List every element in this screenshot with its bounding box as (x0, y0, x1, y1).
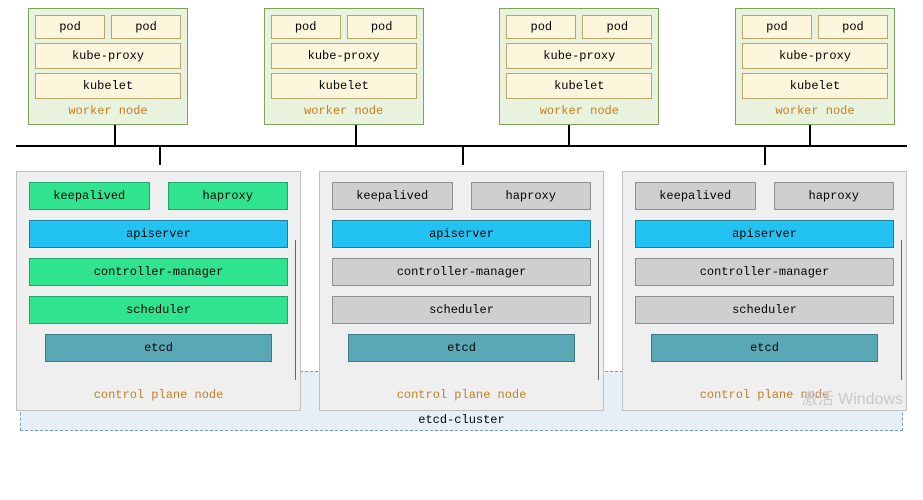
kube-proxy-box: kube-proxy (506, 43, 652, 69)
apiserver-etcd-connector (295, 240, 296, 380)
worker-connector (114, 125, 116, 145)
connector-bus (16, 125, 907, 165)
kubelet-box: kubelet (271, 73, 417, 99)
apiserver-box: apiserver (635, 220, 894, 248)
control-plane-row: etcd-cluster keepalived haproxy apiserve… (8, 171, 915, 411)
cp-connector (764, 145, 766, 165)
etcd-cluster-label: etcd-cluster (21, 413, 902, 427)
kube-proxy-box: kube-proxy (742, 43, 888, 69)
keepalived-box: keepalived (332, 182, 453, 210)
kube-proxy-box: kube-proxy (35, 43, 181, 69)
pod-box: pod (271, 15, 341, 39)
haproxy-box: haproxy (774, 182, 895, 210)
apiserver-box: apiserver (332, 220, 591, 248)
controller-manager-box: controller-manager (635, 258, 894, 286)
control-plane-node: keepalived haproxy apiserver controller-… (622, 171, 907, 411)
controller-manager-box: controller-manager (332, 258, 591, 286)
pod-box: pod (742, 15, 812, 39)
etcd-box: etcd (45, 334, 272, 362)
apiserver-box: apiserver (29, 220, 288, 248)
haproxy-box: haproxy (168, 182, 289, 210)
apiserver-etcd-connector (901, 240, 902, 380)
pod-box: pod (506, 15, 576, 39)
worker-node: pod pod kube-proxy kubelet worker node (735, 8, 895, 125)
worker-node-label: worker node (742, 104, 888, 118)
keepalived-box: keepalived (29, 182, 150, 210)
worker-connector (809, 125, 811, 145)
pod-box: pod (582, 15, 652, 39)
scheduler-box: scheduler (332, 296, 591, 324)
pod-box: pod (35, 15, 105, 39)
worker-node-label: worker node (506, 104, 652, 118)
kubelet-box: kubelet (506, 73, 652, 99)
apiserver-etcd-connector (598, 240, 599, 380)
haproxy-box: haproxy (471, 182, 592, 210)
kube-proxy-box: kube-proxy (271, 43, 417, 69)
pod-box: pod (818, 15, 888, 39)
cp-connector (159, 145, 161, 165)
worker-node-label: worker node (35, 104, 181, 118)
worker-row: pod pod kube-proxy kubelet worker node p… (8, 8, 915, 125)
control-plane-node: keepalived haproxy apiserver controller-… (16, 171, 301, 411)
etcd-box: etcd (651, 334, 878, 362)
pod-box: pod (111, 15, 181, 39)
etcd-box: etcd (348, 334, 575, 362)
worker-connector (355, 125, 357, 145)
kubelet-box: kubelet (742, 73, 888, 99)
worker-node: pod pod kube-proxy kubelet worker node (499, 8, 659, 125)
pod-box: pod (347, 15, 417, 39)
keepalived-box: keepalived (635, 182, 756, 210)
worker-node: pod pod kube-proxy kubelet worker node (264, 8, 424, 125)
worker-connector (568, 125, 570, 145)
control-plane-label: control plane node (332, 388, 591, 406)
worker-node: pod pod kube-proxy kubelet worker node (28, 8, 188, 125)
scheduler-box: scheduler (29, 296, 288, 324)
control-plane-node: keepalived haproxy apiserver controller-… (319, 171, 604, 411)
cp-connector (462, 145, 464, 165)
scheduler-box: scheduler (635, 296, 894, 324)
control-plane-label: control plane node (29, 388, 288, 406)
worker-node-label: worker node (271, 104, 417, 118)
controller-manager-box: controller-manager (29, 258, 288, 286)
kubelet-box: kubelet (35, 73, 181, 99)
control-plane-label: control plane node (635, 388, 894, 406)
